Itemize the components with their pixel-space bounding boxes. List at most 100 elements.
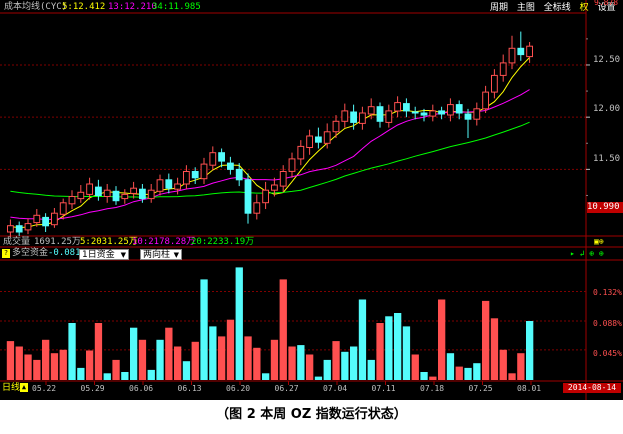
candle-body [279,171,287,187]
candle-body [86,183,93,195]
menu-rights[interactable]: 权 [579,3,589,13]
volume-ma20: 20:2233.19万 [191,237,255,247]
capital-label: 多空资金 [12,248,49,258]
candle-body [420,112,428,116]
candle-body [385,110,393,123]
candle-body [315,136,322,143]
candle-body [499,62,507,76]
volume-label: 成交量 [3,237,31,247]
candle-body [359,112,366,124]
capital-bar [490,318,499,380]
candle-body [183,171,190,185]
capital-bar [499,349,507,380]
capital-bar [77,367,85,380]
capital-bar [464,367,472,380]
capital-bar [420,372,428,380]
candle-body [209,152,217,166]
candle-body [473,108,481,120]
capital-bar [165,327,173,380]
capital-bar [112,359,120,380]
chevron-down-icon: ▼ [120,251,126,259]
capital-bar [244,336,252,380]
ma34-line [10,121,530,198]
bar-style-select[interactable]: 两向柱 ▼ [140,249,182,260]
candle-body [156,179,164,192]
candle-body [139,188,146,200]
ma13-label: 13:12.210 [108,2,157,12]
candle-body [42,216,50,227]
candle-body [59,202,67,215]
panel-controls-volume[interactable]: ▣⊕ [594,237,604,246]
capital-bar [367,359,375,380]
candle-body [147,189,155,200]
capital-bar [385,316,393,380]
capital-bar [209,326,217,380]
candle-body [464,113,472,120]
menu-all-lines[interactable]: 全标线 [543,3,571,13]
capital-bar [138,339,147,380]
candle-body [411,111,419,114]
candle-body [394,102,402,112]
candle-body [165,179,173,189]
capital-bar [24,354,32,380]
capital-axis-label-0132: 0.132% [593,288,622,297]
candle-body [403,103,410,112]
period-label[interactable]: 日线 [2,383,21,393]
question-icon[interactable]: ? [2,249,10,258]
candle-body [112,190,120,202]
menu-settings[interactable]: 设置 [597,3,616,13]
capital-bar [288,346,296,380]
capital-axis-label-0088: 0.088% [593,319,622,328]
panel-controls-capital[interactable]: ▸ ↲ ⊕ ⊕ [570,249,604,258]
capital-bar [15,346,23,380]
capital-bar [438,299,446,380]
period-toggle-icon[interactable]: ▲ [20,383,28,392]
capital-bar [42,339,50,380]
capital-bar [341,351,349,380]
candle-body [429,110,437,117]
capital-axis-label-0045: 0.045% [593,349,622,358]
menu-period[interactable]: 周期 [490,3,509,13]
volume-total: 1691.25万 [34,237,81,247]
candle-body [350,111,358,123]
candle-body [253,202,261,214]
capital-period-select[interactable]: 1日资金 ▼ [79,249,129,260]
capital-bar [103,373,111,380]
capital-bar [297,345,305,380]
candle-body [517,47,525,56]
date-label: 05.22 [32,384,57,393]
candle-body [288,158,296,172]
chart-canvas [0,0,623,400]
candle-body [33,214,41,224]
candle-body [323,131,331,144]
capital-value: -0.081% [48,248,86,258]
menu-main-chart[interactable]: 主图 [516,3,535,13]
date-label: 07.11 [371,384,396,393]
capital-bar [517,353,525,380]
chevron-down-icon: ▼ [173,251,179,259]
ma5-label: 5:12.412 [62,2,106,12]
capital-bar [6,341,15,380]
capital-bar [218,336,226,380]
candle-body [482,91,490,110]
candle-body [376,106,384,122]
current-low-label: 10.990 [587,202,623,213]
date-label: 06.13 [177,384,202,393]
candle-body [24,223,32,231]
candle-body [341,110,349,122]
candle-body [218,152,225,162]
capital-bar [473,363,481,380]
candle-body [51,212,58,226]
capital-bar [94,323,103,380]
capital-bar [455,366,463,380]
capital-bar [270,339,279,380]
capital-bar [482,300,490,380]
candle-body [306,135,314,148]
capital-bar [59,349,67,380]
capital-bar [33,359,41,380]
capital-period-value: 1日资金 [82,250,115,260]
date-label: 05.29 [80,384,105,393]
capital-bar [68,323,76,380]
capital-bar [446,353,455,380]
date-label: 07.25 [468,384,493,393]
